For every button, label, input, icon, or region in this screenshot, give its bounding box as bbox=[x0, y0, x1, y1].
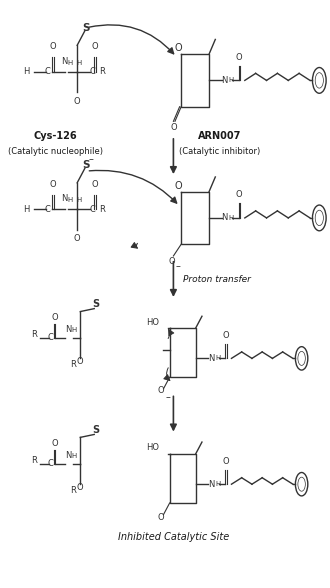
Text: O: O bbox=[170, 123, 177, 132]
Text: O: O bbox=[91, 42, 98, 51]
Text: O: O bbox=[51, 439, 58, 448]
Text: H: H bbox=[72, 327, 77, 333]
Text: (Catalytic nucleophile): (Catalytic nucleophile) bbox=[8, 146, 103, 156]
Text: N: N bbox=[208, 480, 214, 489]
Text: H: H bbox=[23, 205, 29, 213]
Text: C: C bbox=[45, 67, 50, 76]
Text: O: O bbox=[74, 234, 81, 243]
Text: N: N bbox=[221, 76, 228, 85]
Text: Cys-126: Cys-126 bbox=[34, 131, 77, 141]
Text: O: O bbox=[169, 258, 175, 266]
Text: HO: HO bbox=[146, 318, 159, 326]
Text: O: O bbox=[77, 358, 83, 366]
Text: H: H bbox=[228, 215, 234, 221]
Text: C: C bbox=[48, 459, 54, 468]
Text: O: O bbox=[158, 386, 164, 396]
Text: O: O bbox=[174, 181, 182, 191]
Text: H: H bbox=[72, 453, 77, 459]
Text: C: C bbox=[45, 205, 50, 213]
Text: H: H bbox=[215, 481, 220, 487]
Text: R: R bbox=[99, 205, 105, 213]
Text: O: O bbox=[222, 331, 229, 340]
Text: R: R bbox=[31, 456, 37, 465]
Text: O: O bbox=[74, 97, 81, 106]
Text: O: O bbox=[49, 42, 56, 51]
Text: O: O bbox=[91, 180, 98, 189]
Text: H: H bbox=[228, 78, 234, 83]
Text: (Catalytic inhibitor): (Catalytic inhibitor) bbox=[179, 146, 261, 156]
Text: Proton transfer: Proton transfer bbox=[183, 275, 250, 284]
Text: S: S bbox=[82, 161, 90, 171]
Text: H: H bbox=[215, 355, 220, 362]
Text: N: N bbox=[65, 325, 71, 334]
Text: O: O bbox=[158, 513, 164, 523]
Text: C: C bbox=[48, 333, 54, 342]
Text: O: O bbox=[236, 53, 243, 62]
Text: ARN007: ARN007 bbox=[198, 131, 242, 141]
Text: C: C bbox=[90, 205, 96, 213]
Text: R: R bbox=[70, 360, 76, 369]
Text: O: O bbox=[49, 180, 56, 189]
Text: S: S bbox=[92, 425, 99, 435]
Text: O: O bbox=[222, 457, 229, 466]
Text: N: N bbox=[62, 57, 68, 66]
Text: Inhibited Catalytic Site: Inhibited Catalytic Site bbox=[118, 532, 229, 542]
Text: H: H bbox=[76, 198, 82, 203]
Text: O: O bbox=[174, 43, 182, 53]
Text: –: – bbox=[89, 155, 94, 165]
Text: N: N bbox=[221, 213, 228, 222]
Text: R: R bbox=[70, 486, 76, 495]
Text: C: C bbox=[90, 67, 96, 76]
Text: O: O bbox=[51, 313, 58, 322]
Text: O: O bbox=[77, 483, 83, 492]
Text: H: H bbox=[23, 67, 29, 76]
Text: O: O bbox=[236, 191, 243, 199]
Text: H: H bbox=[68, 60, 73, 66]
Text: N: N bbox=[65, 451, 71, 460]
Text: S: S bbox=[92, 299, 99, 309]
Text: H: H bbox=[68, 198, 73, 203]
Text: N: N bbox=[62, 194, 68, 203]
Text: N: N bbox=[208, 354, 214, 363]
Text: R: R bbox=[99, 67, 105, 76]
Text: –: – bbox=[165, 393, 170, 403]
Text: R: R bbox=[31, 330, 37, 339]
Text: –: – bbox=[176, 261, 181, 271]
Text: HO: HO bbox=[146, 443, 159, 452]
Text: H: H bbox=[76, 60, 82, 66]
Text: S: S bbox=[82, 23, 90, 33]
